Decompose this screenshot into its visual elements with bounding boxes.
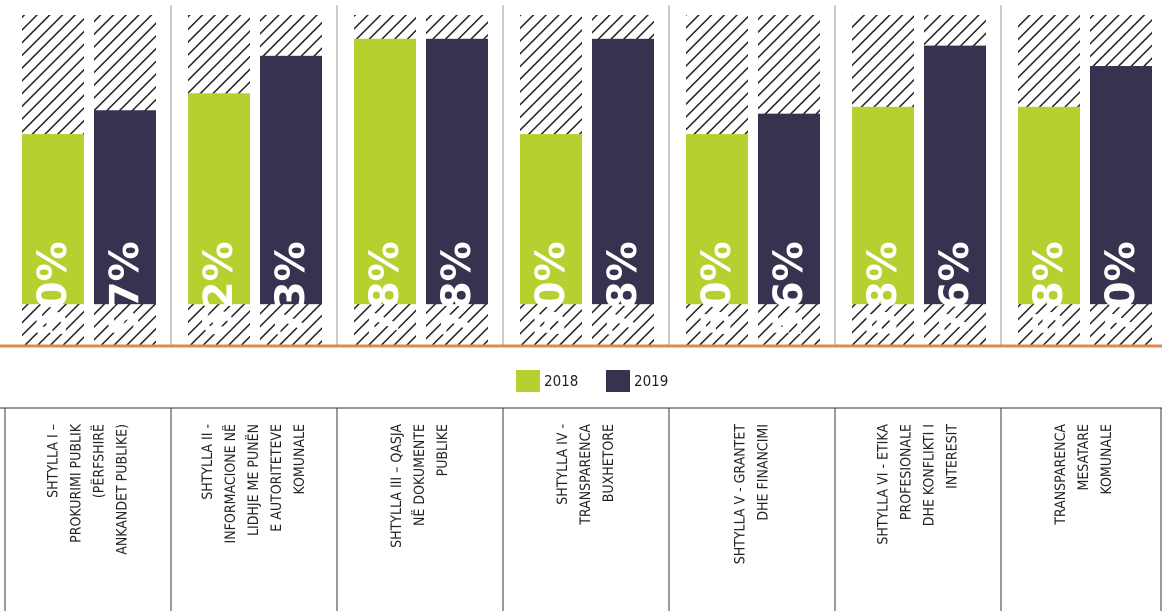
category-label: INTERESIT	[945, 424, 961, 489]
category-label: SHTYLLA III – QASJA	[389, 424, 405, 548]
category-label: PROFESIONALE	[899, 424, 915, 520]
category-label: DHE KONFLIKTI I	[922, 424, 938, 526]
category-label: TRANSPARENCA	[1053, 424, 1069, 526]
bar	[924, 45, 986, 305]
bar	[426, 38, 488, 305]
legend-swatch	[606, 370, 630, 392]
bar	[22, 134, 84, 305]
legend-label: 2018	[544, 372, 578, 390]
category-label: PUBLIKE	[435, 424, 451, 476]
category-label: BUXHETORE	[601, 424, 617, 502]
category-label: SHTYLLA IV -	[555, 424, 571, 505]
category-label: LIDHJE ME PUNËN	[244, 424, 262, 536]
category-label: INFORMACIONE NË	[221, 424, 239, 543]
category-label: (PËRFSHIRË	[90, 424, 108, 498]
bar	[520, 134, 582, 305]
value-label: 50%	[694, 241, 740, 337]
value-label: 78%	[434, 241, 480, 337]
category-label: MESATARE	[1076, 424, 1092, 491]
category-label: PROKURIMI PUBLIK	[69, 423, 85, 543]
legend-label: 2019	[634, 372, 668, 390]
value-label: 78%	[600, 241, 646, 337]
category-label: SHTYLLA V - GRANTET	[733, 424, 749, 565]
bar	[1018, 106, 1080, 305]
bar	[592, 38, 654, 305]
bar	[686, 134, 748, 305]
category-label: SHTYLLA I –	[46, 424, 62, 498]
category-label: KOMUNALE	[292, 424, 308, 495]
category-label: NË DOKUMENTE	[410, 424, 428, 526]
value-label: 57%	[102, 241, 148, 337]
value-label: 73%	[268, 241, 314, 337]
bar	[354, 38, 416, 305]
value-label: 70%	[1098, 241, 1144, 337]
value-label: 76%	[932, 241, 978, 337]
bar	[852, 106, 914, 305]
bar	[1090, 66, 1152, 305]
category-label: SHTYLLA II -	[200, 424, 216, 500]
bar	[260, 55, 322, 305]
bar	[94, 110, 156, 305]
category-label: KOMUNALE	[1099, 424, 1115, 495]
legend-swatch	[516, 370, 540, 392]
value-label: 58%	[1026, 241, 1072, 337]
value-label: 78%	[362, 241, 408, 337]
category-label: DHE FINANCIMI	[756, 424, 772, 521]
category-label: SHTYLLA VI - ETIKA	[876, 424, 892, 545]
value-label: 56%	[766, 241, 812, 337]
category-label: E AUTORITETEVE	[269, 424, 285, 532]
value-label: 62%	[196, 241, 242, 337]
category-label: ANKANDET PUBLIKE)	[115, 424, 131, 555]
category-label: TRANSPARENCA	[578, 424, 594, 526]
bar	[188, 93, 250, 305]
value-label: 50%	[528, 241, 574, 337]
value-label: 58%	[860, 241, 906, 337]
bar	[758, 113, 820, 305]
value-label: 50%	[30, 241, 76, 337]
